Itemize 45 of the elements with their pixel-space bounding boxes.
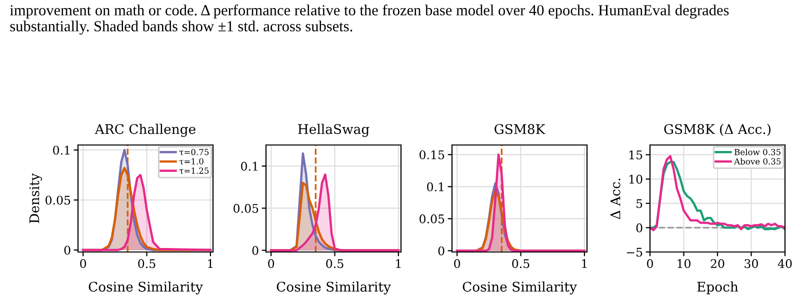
y-tick-label: 0.05 (234, 204, 258, 213)
x-tick-label: 0.5 (326, 259, 344, 268)
legend-label: τ=1.25 (179, 168, 209, 174)
y-tick-label: 5 (636, 199, 642, 208)
x-tick-label: 0 (454, 259, 460, 268)
y-tick-label: 0.15 (420, 150, 444, 160)
x-tick-label: 30 (744, 259, 758, 268)
chart-title: GSM8K (494, 124, 546, 134)
y-tick-label: 0 (438, 246, 444, 256)
chart-title: ARC Challenge (94, 124, 196, 137)
x-tick-label: 10 (678, 259, 690, 268)
x-axis-title: Cosine Similarity (88, 281, 203, 294)
y-axis-title: Δ Acc. (610, 178, 620, 220)
x-tick-label: 1 (396, 259, 401, 268)
chart-title: GSM8K (Δ Acc.) (664, 124, 770, 136)
y-tick-label: 0.1 (53, 146, 70, 155)
y-tick-label: 0 (252, 246, 258, 255)
legend-label: Above 0.35 (734, 158, 781, 165)
x-axis-title: Cosine Similarity (276, 281, 391, 294)
x-tick-label: 20 (710, 259, 724, 268)
y-tick-label: 0.1 (427, 182, 444, 192)
x-tick-label: 40 (778, 259, 792, 268)
x-tick-label: 0 (80, 259, 86, 268)
y-tick-label: −5 (626, 248, 642, 257)
legend-label: τ=1.0 (179, 158, 204, 165)
legend-label: Below 0.35 (734, 148, 780, 156)
x-tick-label: 1 (208, 259, 213, 268)
y-tick-label: 0.05 (46, 196, 70, 205)
y-tick-label: 0 (636, 223, 642, 232)
y-tick-label: 0.1 (241, 162, 258, 171)
y-axis-title: Density (29, 173, 42, 224)
x-tick-label: 0.5 (138, 259, 156, 268)
x-axis-title: Epoch (697, 281, 738, 294)
x-axis-title: Cosine Similarity (462, 281, 577, 294)
y-tick-label: 0 (64, 246, 70, 255)
x-tick-label: 0.5 (512, 259, 530, 268)
y-tick-label: 15 (629, 150, 642, 160)
x-tick-label: 0 (647, 259, 653, 268)
x-tick-label: 0 (268, 259, 274, 268)
legend-label: τ=0.75 (179, 148, 209, 156)
x-tick-label: 1 (582, 259, 587, 268)
y-tick-label: 0.05 (420, 214, 444, 224)
y-tick-label: 10 (629, 174, 642, 184)
text: improvement on math or code. Δ performance relative to the frozen base model over 40 epochs. HumanEval degrades substantially. Shaded bands show ±1 std. across subsets. (10, 4, 729, 35)
chart-title: HellaSwag (298, 124, 370, 137)
